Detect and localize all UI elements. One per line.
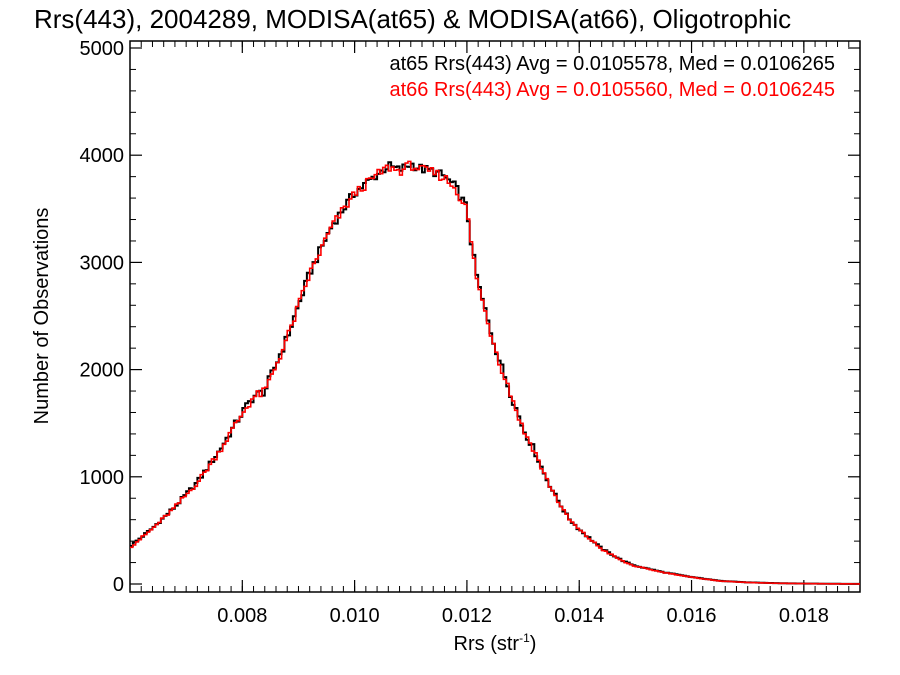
x-tick-label: 0.018 <box>779 605 829 627</box>
y-tick-label: 2000 <box>80 360 125 382</box>
x-tick-label: 0.014 <box>554 605 604 627</box>
series-layer <box>130 160 860 585</box>
x-axis-label-close: ) <box>530 633 537 655</box>
plot-frame <box>129 40 861 593</box>
x-axis: 0.008 0.010 0.012 0.014 0.016 0.018 <box>129 41 861 627</box>
y-axis-label: Number of Observations <box>31 208 53 425</box>
x-axis-label: Rrs (str-1) <box>454 631 537 655</box>
series-line-at66 <box>130 160 860 585</box>
x-tick-label: 0.008 <box>217 605 267 627</box>
y-axis: 0 1000 2000 3000 4000 5000 <box>80 38 860 596</box>
y-tick-label: 0 <box>113 574 124 596</box>
x-axis-label-sup: -1 <box>519 631 530 645</box>
annotation-at65: at65 Rrs(443) Avg = 0.0105578, Med = 0.0… <box>389 53 835 75</box>
y-tick-label: 1000 <box>80 467 125 489</box>
y-tick-label: 5000 <box>80 38 125 60</box>
y-tick-label: 3000 <box>80 252 125 274</box>
chart-title: Rrs(443), 2004289, MODISA(at65) & MODISA… <box>34 4 791 34</box>
x-axis-label-main: Rrs (str <box>454 633 520 655</box>
y-tick-label: 4000 <box>80 145 125 167</box>
annotation-at66: at66 Rrs(443) Avg = 0.0105560, Med = 0.0… <box>389 79 835 101</box>
x-tick-label: 0.010 <box>330 605 380 627</box>
x-tick-label: 0.012 <box>442 605 492 627</box>
x-tick-label: 0.016 <box>667 605 717 627</box>
series-line-at65 <box>130 161 860 585</box>
